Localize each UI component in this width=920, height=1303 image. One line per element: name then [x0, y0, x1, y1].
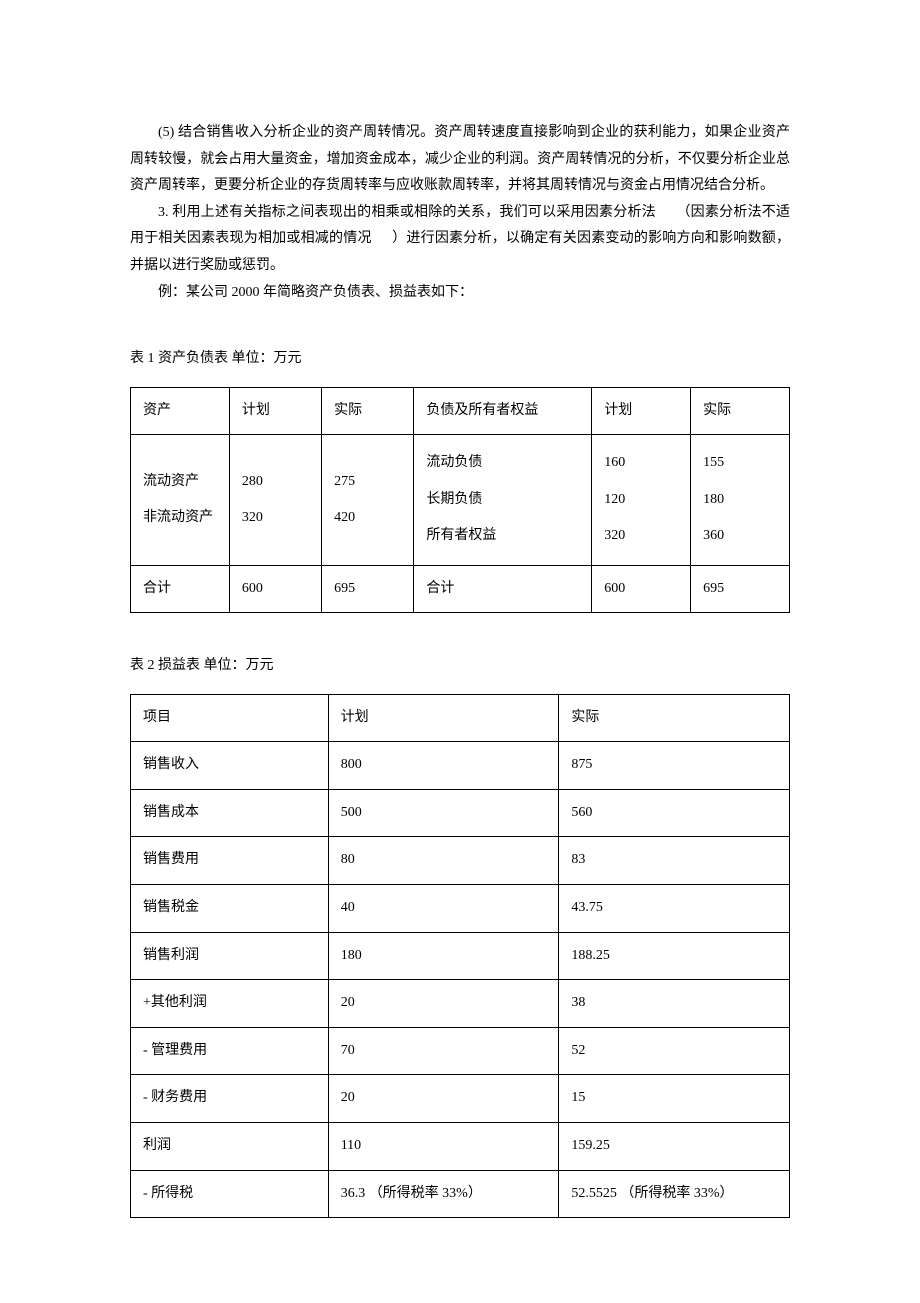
- cell-actual: 43.75: [559, 885, 790, 933]
- cell-item: 销售费用: [131, 837, 329, 885]
- table-row: 项目 计划 实际: [131, 694, 790, 742]
- cell-actual: 52.5525 （所得税率 33%）: [559, 1170, 790, 1218]
- table-row: - 财务费用 20 15: [131, 1075, 790, 1123]
- left-r2-plan: 320: [242, 500, 309, 536]
- table-row: 资产 计划 实际 负债及所有者权益 计划 实际: [131, 387, 790, 435]
- right-r1-plan: 160: [604, 445, 678, 481]
- cell-plan: 20: [328, 1075, 559, 1123]
- right-r1-label: 流动负债: [426, 445, 579, 481]
- table-row: - 管理费用 70 52: [131, 1027, 790, 1075]
- header-actual-2: 实际: [691, 387, 790, 435]
- table-row: 销售利润 180 188.25: [131, 932, 790, 980]
- cell-item: 销售收入: [131, 742, 329, 790]
- left-actual: 275 420: [322, 435, 414, 565]
- header-actual: 实际: [559, 694, 790, 742]
- table-row: - 所得税 36.3 （所得税率 33%） 52.5525 （所得税率 33%）: [131, 1170, 790, 1218]
- cell-actual: 159.25: [559, 1123, 790, 1171]
- cell-plan: 110: [328, 1123, 559, 1171]
- cell-actual: 188.25: [559, 932, 790, 980]
- table2-caption: 表 2 损益表 单位：万元: [130, 653, 790, 680]
- table-row: 销售费用 80 83: [131, 837, 790, 885]
- header-item: 项目: [131, 694, 329, 742]
- cell-actual: 52: [559, 1027, 790, 1075]
- right-r3-actual: 360: [703, 518, 777, 554]
- balance-sheet-table: 资产 计划 实际 负债及所有者权益 计划 实际 流动资产 非流动资产 280 3…: [130, 387, 790, 613]
- header-assets: 资产: [131, 387, 230, 435]
- left-r1-label: 流动资产: [143, 464, 217, 500]
- right-labels: 流动负债 长期负债 所有者权益: [414, 435, 592, 565]
- cell-actual: 875: [559, 742, 790, 790]
- table-row: 销售税金 40 43.75: [131, 885, 790, 933]
- right-r3-label: 所有者权益: [426, 518, 579, 554]
- right-r3-plan: 320: [604, 518, 678, 554]
- total-label-right: 合计: [414, 565, 592, 613]
- left-r2-actual: 420: [334, 500, 401, 536]
- cell-plan: 500: [328, 789, 559, 837]
- header-plan: 计划: [229, 387, 321, 435]
- table-row: 销售成本 500 560: [131, 789, 790, 837]
- left-r2-label: 非流动资产: [143, 500, 217, 536]
- total-right-plan: 600: [592, 565, 691, 613]
- cell-item: - 财务费用: [131, 1075, 329, 1123]
- right-r2-actual: 180: [703, 482, 777, 518]
- paragraph-3-factor: 3. 利用上述有关指标之间表现出的相乘或相除的关系，我们可以采用因素分析法 （因…: [130, 200, 790, 280]
- left-plan: 280 320: [229, 435, 321, 565]
- table-row: 流动资产 非流动资产 280 320 275 420 流动负债 长期负债 所有者…: [131, 435, 790, 565]
- header-actual: 实际: [322, 387, 414, 435]
- cell-actual: 38: [559, 980, 790, 1028]
- right-r1-actual: 155: [703, 445, 777, 481]
- left-labels: 流动资产 非流动资产: [131, 435, 230, 565]
- p2-part-a: 3. 利用上述有关指标之间表现出的相乘或相除的关系，我们可以采用因素分析法: [158, 205, 656, 220]
- cell-actual: 15: [559, 1075, 790, 1123]
- table1-caption: 表 1 资产负债表 单位：万元: [130, 346, 790, 373]
- right-r2-plan: 120: [604, 482, 678, 518]
- table-row: +其他利润 20 38: [131, 980, 790, 1028]
- paragraph-example: 例：某公司 2000 年简略资产负债表、损益表如下：: [130, 280, 790, 307]
- total-right-actual: 695: [691, 565, 790, 613]
- cell-item: 销售税金: [131, 885, 329, 933]
- cell-plan: 800: [328, 742, 559, 790]
- table-row: 销售收入 800 875: [131, 742, 790, 790]
- left-r1-plan: 280: [242, 464, 309, 500]
- cell-plan: 36.3 （所得税率 33%）: [328, 1170, 559, 1218]
- cell-item: - 管理费用: [131, 1027, 329, 1075]
- table-row: 合计 600 695 合计 600 695: [131, 565, 790, 613]
- total-left-plan: 600: [229, 565, 321, 613]
- income-statement-table: 项目 计划 实际 销售收入 800 875 销售成本 500 560 销售费用 …: [130, 694, 790, 1219]
- cell-plan: 40: [328, 885, 559, 933]
- header-plan: 计划: [328, 694, 559, 742]
- cell-item: 利润: [131, 1123, 329, 1171]
- right-r2-label: 长期负债: [426, 482, 579, 518]
- cell-plan: 70: [328, 1027, 559, 1075]
- total-left-actual: 695: [322, 565, 414, 613]
- total-label-left: 合计: [131, 565, 230, 613]
- cell-item: 销售利润: [131, 932, 329, 980]
- header-plan-2: 计划: [592, 387, 691, 435]
- right-actual: 155 180 360: [691, 435, 790, 565]
- cell-plan: 20: [328, 980, 559, 1028]
- cell-plan: 180: [328, 932, 559, 980]
- cell-plan: 80: [328, 837, 559, 885]
- left-r1-actual: 275: [334, 464, 401, 500]
- cell-item: 销售成本: [131, 789, 329, 837]
- cell-item: - 所得税: [131, 1170, 329, 1218]
- header-liab: 负债及所有者权益: [414, 387, 592, 435]
- right-plan: 160 120 320: [592, 435, 691, 565]
- table-row: 利润 110 159.25: [131, 1123, 790, 1171]
- cell-item: +其他利润: [131, 980, 329, 1028]
- cell-actual: 560: [559, 789, 790, 837]
- paragraph-5: (5) 结合销售收入分析企业的资产周转情况。资产周转速度直接影响到企业的获利能力…: [130, 120, 790, 200]
- cell-actual: 83: [559, 837, 790, 885]
